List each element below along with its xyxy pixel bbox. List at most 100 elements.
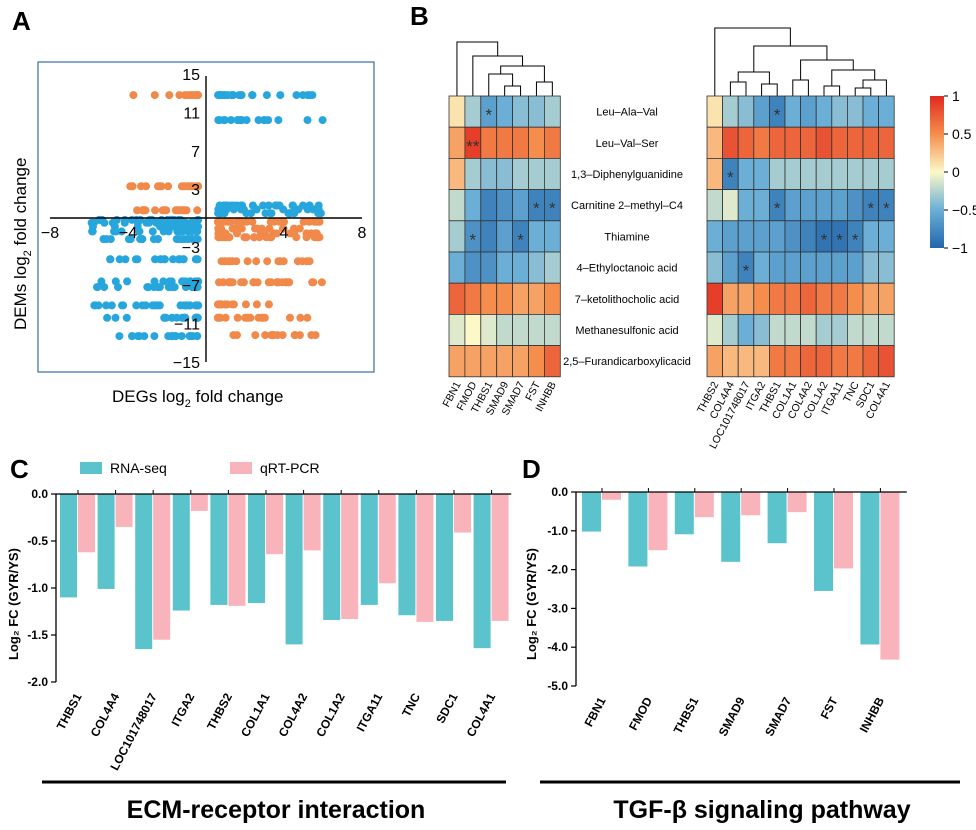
scatter-point — [286, 209, 295, 218]
dendrogram-branch — [729, 81, 747, 96]
heatmap-star: * — [533, 199, 540, 218]
bar-rna — [582, 492, 601, 532]
bar-rna — [360, 494, 378, 605]
scatter-point — [181, 283, 190, 292]
heatmap-cell — [800, 313, 817, 346]
scatter-point — [128, 332, 137, 341]
heatmap-cell — [862, 126, 880, 159]
scatter-point — [286, 313, 294, 322]
heatmap-cell — [544, 251, 561, 284]
panel-letter-a: A — [12, 6, 31, 36]
heatmap-cell — [464, 251, 482, 284]
heatmap-cell — [784, 251, 802, 284]
scatter-point — [243, 257, 252, 266]
dendrogram-branch — [792, 79, 809, 96]
scatter-point — [214, 300, 223, 309]
heatmap-cell — [831, 345, 848, 378]
bar-qpcr — [454, 494, 471, 533]
scatter-point — [106, 235, 115, 244]
heatmap-cell — [878, 345, 895, 378]
heatmap-cell — [480, 220, 498, 253]
scatter-point — [142, 182, 150, 191]
heatmap-cell — [862, 220, 880, 253]
heatmap-star: * — [470, 230, 477, 249]
heatmap-cell — [480, 282, 498, 315]
heatmap-cell — [800, 95, 817, 128]
scatter-point — [121, 255, 130, 264]
y-tick-label: -2.0 — [27, 675, 48, 689]
heatmap-cell — [528, 345, 545, 378]
scatter-x-tick: 8 — [358, 225, 367, 242]
heatmap-cell — [878, 157, 895, 190]
heatmap-cell — [528, 220, 545, 253]
scatter-point — [313, 233, 322, 242]
scatter-y-tick: 11 — [183, 105, 200, 122]
heatmap-row-label: 1,3–Diphenylguanidine — [571, 169, 683, 181]
heatmap-cell — [847, 282, 864, 315]
heatmap-cell — [831, 313, 848, 346]
colorbar-tick-label: −1 — [952, 240, 968, 256]
scatter-point — [318, 116, 327, 125]
heatmap-cell — [722, 126, 739, 159]
heatmap-cell — [706, 189, 724, 222]
heatmap-row-label: 4–Ethyloctanoic acid — [577, 263, 678, 275]
scatter-x-tick-labels: −8 −4 4 8 — [41, 225, 367, 242]
scatter-point — [135, 332, 144, 341]
dendrogram-branch — [823, 85, 841, 96]
legend-label-rna: RNA-seq — [110, 460, 167, 476]
scatter-point — [221, 313, 230, 322]
pathway-label-ecm: ECM-receptor interaction — [127, 796, 426, 824]
scatter-point — [150, 332, 159, 341]
heatmap-cell — [753, 282, 770, 315]
heatmap-cell — [544, 313, 561, 346]
scatter-point — [263, 257, 272, 266]
heatmap-cell — [528, 95, 545, 128]
heatmap-row-labels: Leu–Ala–Val Leu–Val–Ser 1,3–Diphenylguanid… — [563, 107, 691, 369]
heatmap-cell — [512, 126, 529, 159]
scatter-point — [106, 255, 115, 264]
scatter-point — [114, 283, 122, 292]
scatter-point — [174, 206, 183, 215]
panel-letter-b: B — [410, 1, 429, 31]
bar-rna — [767, 492, 787, 544]
scatter-point — [266, 217, 275, 226]
heatmap-cell — [448, 95, 466, 128]
bar-qpcr — [880, 492, 900, 660]
scatter-y-tick: 7 — [191, 144, 200, 161]
bar-marks-ecm — [60, 494, 509, 650]
heatmap-star: * — [549, 199, 556, 218]
scatter-point — [267, 233, 276, 242]
scatter-point — [164, 227, 173, 236]
scatter-point — [280, 217, 288, 226]
scatter-point — [160, 255, 169, 264]
heatmap-cell — [737, 313, 755, 346]
scatter-y-tick-labels: 15 11 7 3 −3 −7 −11 −15 — [173, 67, 200, 372]
heatmap-cell — [464, 95, 482, 128]
heatmap-cell — [544, 95, 561, 128]
bar-qpcr — [153, 494, 171, 640]
scatter-point — [233, 331, 241, 340]
heatmap-cell — [769, 126, 786, 159]
heatmap-cell — [448, 282, 466, 315]
scatter-point — [214, 91, 223, 100]
heatmap-cell — [706, 345, 724, 378]
heatmap-cell — [496, 189, 514, 222]
heatmap-cell — [815, 282, 833, 315]
y-tick-label: -2.0 — [547, 563, 568, 577]
heatmap-cell — [448, 251, 466, 284]
bar-y-label-tgf: Log₂ FC (GYR/YS) — [524, 548, 539, 660]
scatter-point — [93, 283, 101, 292]
heatmap-cell — [722, 313, 739, 346]
heatmap-cell — [847, 157, 864, 190]
heatmap-cell — [706, 126, 724, 159]
scatter-point — [214, 217, 223, 226]
bar-qpcr — [491, 494, 509, 621]
heatmap-star: * — [517, 230, 524, 249]
scatter-point — [226, 257, 234, 266]
scatter-point — [248, 91, 257, 100]
heatmap-cell — [784, 220, 802, 253]
scatter-point — [170, 283, 179, 292]
heatmap-cell — [737, 220, 755, 253]
x-tick-label: ITGA2 — [168, 691, 197, 729]
